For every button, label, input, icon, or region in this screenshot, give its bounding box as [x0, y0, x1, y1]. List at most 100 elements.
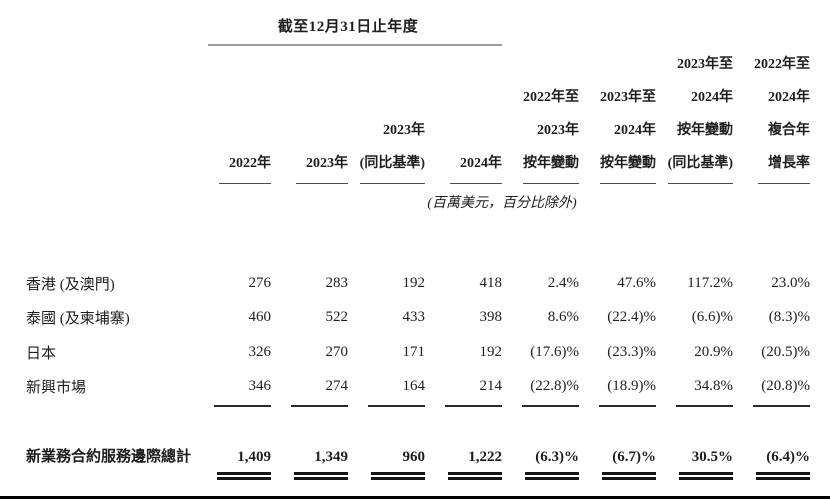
row-label: 新興市場	[26, 380, 87, 397]
column-header-line: 2023年至	[600, 90, 656, 105]
column-subtotal-rule	[599, 405, 656, 407]
header-grid: 2022年 2023年 2023年 (同比基準) 2024年 2022年至 2023年 按年變…	[26, 48, 830, 184]
cell-value: 117.2%	[687, 274, 733, 291]
cell-value: 522	[325, 309, 349, 326]
column-header-line: 2022年至	[523, 90, 579, 105]
cell-value: 418	[479, 274, 503, 291]
cell-value: 192	[402, 274, 426, 291]
cell-value: 214	[479, 378, 503, 395]
column-subtotal-rule	[368, 405, 425, 407]
total-value: 1,409	[217, 447, 271, 480]
total-cell: (6.7)%	[579, 447, 656, 480]
cell-value: 276	[248, 274, 272, 291]
cell-value: 47.6%	[617, 274, 656, 291]
column-header-line: 2022年至	[754, 57, 810, 72]
column-header-line: 2023年	[383, 123, 425, 138]
column-header-line: 按年變動	[600, 147, 656, 184]
column-header-line: (同比基準)	[667, 147, 733, 184]
table-row: 泰國 (及柬埔寨) 460 522 433 398 8.6% (22.4)% (6.6)% (8…	[26, 301, 830, 336]
column-subtotal-rule	[522, 405, 579, 407]
table-row: 日本 326 270 171 192 (17.6)% (23.3)% 20.9% (20.5)%	[26, 335, 830, 370]
column-header-2: 2023年	[271, 48, 348, 184]
column-header-line: 按年變動	[677, 123, 733, 138]
column-header-line: 2024年	[691, 90, 733, 105]
column-header-8: 2022年至 2024年 複合年 增長率	[733, 48, 810, 184]
cell-value: (22.4)%	[607, 309, 656, 326]
cell-value: 23.0%	[771, 274, 810, 291]
column-header-line: 2023年	[537, 123, 579, 138]
cell-value: 192	[479, 343, 503, 360]
period-spanner-rule-row	[26, 36, 830, 46]
total-value: (6.7)%	[602, 447, 656, 480]
cell-value: (6.6)%	[691, 309, 733, 326]
cell-value: 274	[325, 378, 349, 395]
column-header-6: 2023年至 2024年按年變動	[579, 48, 656, 184]
column-header-line: 按年變動	[523, 147, 579, 184]
total-cell: 960	[348, 447, 425, 480]
unit-note: (百萬美元，百分比除外)	[427, 196, 577, 211]
column-subtotal-rule	[676, 405, 733, 407]
cell-value: 460	[248, 309, 272, 326]
column-header-line: 2024年	[614, 123, 656, 138]
rule-cell	[194, 405, 271, 407]
cell-value: 34.8%	[694, 378, 733, 395]
period-spanner-row: 截至12月31日止年度	[26, 15, 830, 36]
total-cell: (6.3)%	[502, 447, 579, 480]
cell-value: (20.8)%	[761, 378, 810, 395]
total-value: 30.5%	[679, 447, 733, 480]
cell-value: (17.6)%	[530, 343, 579, 360]
cell-value: (18.9)%	[607, 378, 656, 395]
total-cell: 1,349	[271, 447, 348, 480]
column-header-line: 複合年	[768, 123, 810, 138]
rule-cell	[348, 405, 425, 407]
row-label: 香港 (及澳門)	[26, 276, 115, 293]
total-value: 960	[371, 447, 425, 480]
cell-value: 398	[479, 309, 503, 326]
column-subtotal-rule	[214, 405, 271, 407]
row-label-spacer	[26, 48, 194, 184]
total-cell: 1,222	[425, 447, 502, 480]
column-subtotal-rule	[445, 405, 502, 407]
column-header-line: (同比基準)	[359, 147, 425, 184]
rule-cell	[502, 405, 579, 407]
cell-value: (23.3)%	[607, 343, 656, 360]
table-body: 香港 (及澳門) 276 283 192 418 2.4% 47.6% 117.2% 23.0%…	[0, 266, 830, 404]
column-header-line: 2023年至	[677, 57, 733, 72]
total-row: 新業務合約服務邊際總計 1,409 1,349 960 1,222 (6.3)% (6.7…	[26, 447, 830, 480]
total-value: 1,222	[448, 447, 502, 480]
table-row: 香港 (及澳門) 276 283 192 418 2.4% 47.6% 117.2% 23.0%	[26, 266, 830, 301]
total-cell: 30.5%	[656, 447, 733, 480]
data-separator-row	[26, 405, 830, 407]
column-header-1: 2022年	[194, 48, 271, 184]
column-header-3: 2023年 (同比基準)	[348, 48, 425, 184]
cell-value: 8.6%	[547, 309, 579, 326]
period-spanner: 截至12月31日止年度	[277, 19, 419, 35]
total-cell: (6.4)%	[733, 447, 810, 480]
column-header-4: 2024年	[425, 48, 502, 184]
cell-value: 2.4%	[547, 274, 579, 291]
rule-cell	[425, 405, 502, 407]
cell-value: (22.8)%	[530, 378, 579, 395]
cell-value: 270	[325, 343, 349, 360]
rule-cell	[733, 405, 810, 407]
rule-cell	[579, 405, 656, 407]
cell-value: 171	[402, 343, 426, 360]
unit-note-row: (百萬美元，百分比除外)	[26, 192, 830, 212]
rule-cell	[271, 405, 348, 407]
cell-value: 326	[248, 343, 272, 360]
total-label: 新業務合約服務邊際總計	[26, 449, 192, 465]
column-subtotal-rule	[753, 405, 810, 407]
column-header-line: 2024年	[450, 147, 502, 184]
rule-cell	[656, 405, 733, 407]
period-spanner-rule	[208, 44, 502, 46]
row-label-spacer	[26, 405, 194, 407]
column-header-line: 2022年	[219, 147, 271, 184]
column-header-line: 增長率	[758, 147, 810, 184]
cell-value: 433	[402, 309, 426, 326]
column-header-7: 2023年至 2024年按年變動 (同比基準)	[656, 48, 733, 184]
column-header-5: 2022年至 2023年按年變動	[502, 48, 579, 184]
row-label: 日本	[26, 345, 57, 362]
column-subtotal-rule	[291, 405, 348, 407]
cell-value: 20.9%	[694, 343, 733, 360]
